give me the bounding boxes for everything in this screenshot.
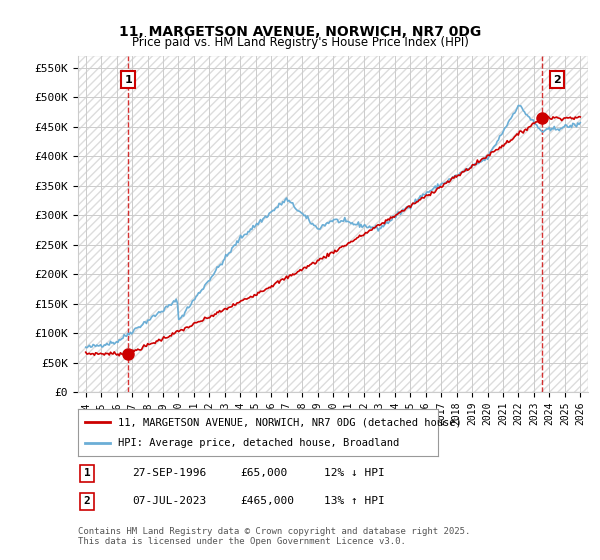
Text: 1: 1 (124, 74, 132, 85)
Text: Contains HM Land Registry data © Crown copyright and database right 2025.
This d: Contains HM Land Registry data © Crown c… (78, 526, 470, 546)
Text: 07-JUL-2023: 07-JUL-2023 (132, 496, 206, 506)
Text: 27-SEP-1996: 27-SEP-1996 (132, 468, 206, 478)
Text: 2: 2 (553, 74, 561, 85)
Text: 1: 1 (83, 468, 91, 478)
Text: 2: 2 (83, 496, 91, 506)
Text: 12% ↓ HPI: 12% ↓ HPI (324, 468, 385, 478)
Text: 13% ↑ HPI: 13% ↑ HPI (324, 496, 385, 506)
Text: 11, MARGETSON AVENUE, NORWICH, NR7 0DG: 11, MARGETSON AVENUE, NORWICH, NR7 0DG (119, 25, 481, 39)
Text: HPI: Average price, detached house, Broadland: HPI: Average price, detached house, Broa… (118, 438, 399, 448)
Text: Price paid vs. HM Land Registry's House Price Index (HPI): Price paid vs. HM Land Registry's House … (131, 36, 469, 49)
Text: £465,000: £465,000 (240, 496, 294, 506)
Text: £65,000: £65,000 (240, 468, 287, 478)
Text: 11, MARGETSON AVENUE, NORWICH, NR7 0DG (detached house): 11, MARGETSON AVENUE, NORWICH, NR7 0DG (… (118, 417, 461, 427)
